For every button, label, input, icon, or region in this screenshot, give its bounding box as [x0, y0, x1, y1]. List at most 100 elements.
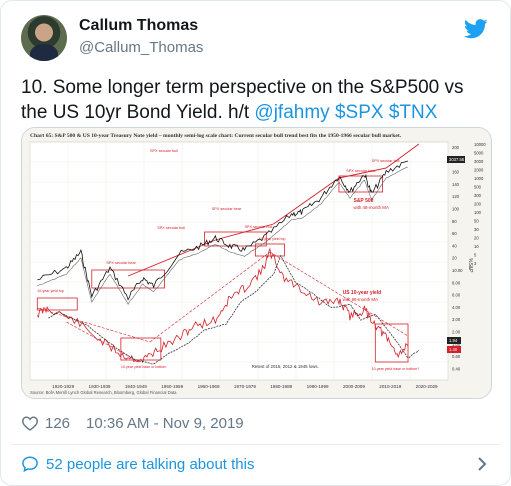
- tweet-text: 10. Some longer term perspective on the …: [21, 75, 491, 125]
- yield-tick-label: 140: [452, 182, 460, 187]
- annotation-label: SPX secular bull: [157, 226, 185, 230]
- trend-line: [149, 251, 271, 343]
- annotation-label: SPX secular bear: [106, 261, 136, 265]
- yield-tick-label: 4.00: [452, 305, 461, 310]
- like-count[interactable]: 126: [45, 414, 71, 432]
- spx-tick-label: 5000: [474, 151, 484, 156]
- divider: [11, 444, 500, 445]
- yield-last-badge: [447, 346, 461, 353]
- yield-top-label: 10-year yield top: [37, 289, 64, 293]
- yield-top-label: 10-year yield top: [259, 237, 286, 241]
- annotation-label: SPX secular bull: [372, 159, 400, 163]
- yield-tick-label: 10.00: [452, 268, 463, 273]
- yield-tick-label: 80: [452, 219, 457, 224]
- spx-tick-label: 300: [474, 193, 482, 198]
- tweet-body-text: 10. Some longer term perspective on the …: [21, 77, 464, 123]
- spx-tick-label: 3: [474, 261, 477, 266]
- annotation-box: [338, 175, 383, 193]
- trend-arrow: [385, 143, 420, 169]
- annotation-box: [91, 269, 165, 289]
- y-axis: 10000 5000 3000 2000 1000 500 300 200 100 50 30 20 1…: [447, 142, 486, 371]
- yield-last-badge: [447, 337, 461, 344]
- spx-tick-label: 200: [474, 202, 482, 207]
- annotation-box: [204, 231, 267, 247]
- mention-link[interactable]: @jfahmy: [254, 102, 330, 123]
- yield-tick-label: 0.60: [452, 354, 461, 359]
- heart-icon[interactable]: [21, 415, 39, 431]
- author-handle[interactable]: @Callum_Thomas: [79, 39, 204, 56]
- yield-tick-label: 120: [452, 194, 460, 199]
- x-tick-label: 2020-2029: [416, 384, 438, 389]
- spx-tick-label: 100: [474, 210, 482, 215]
- spx-tick-label: 1000: [474, 176, 484, 181]
- x-tick-label: 1970-1979: [234, 384, 256, 389]
- retest-note: Retest of 2016, 2012 & 1945 lows.: [252, 364, 319, 369]
- x-tick-label: 2010-2019: [379, 384, 401, 389]
- yield-tick-label: 6.00: [452, 293, 461, 298]
- yield-last-label: 1.40: [449, 347, 458, 352]
- chart-svg: Chart 65: S&P 500 & US 10-year Treasury …: [22, 128, 491, 398]
- chart-annotations: SPX secular bull SPX secular bear SPX secu…: [37, 149, 419, 371]
- tweet-media-chart[interactable]: Chart 65: S&P 500 & US 10-year Treasury …: [21, 127, 492, 399]
- annotation-box: [254, 243, 285, 257]
- spx-tick-label: 50: [474, 219, 479, 224]
- x-tick-label: 2000-2009: [343, 384, 365, 389]
- cashtag-spx-link[interactable]: $SPX: [334, 102, 384, 123]
- chart-grid: [29, 142, 449, 380]
- annotation-label: SPX secular bear: [346, 169, 376, 173]
- spx-tick-label: 30: [474, 227, 479, 232]
- yield-tick-label: 60: [452, 231, 457, 236]
- spx-series-line: [37, 160, 409, 301]
- yield-series-line: [36, 247, 409, 364]
- cashtag-tnx-link[interactable]: $TNX: [388, 102, 438, 123]
- chevron-right-icon[interactable]: [476, 456, 488, 472]
- yield-tick-label: 100: [452, 207, 460, 212]
- yield-bottom-label: 10-year yield base or bottom?: [372, 367, 420, 371]
- annotation-box: [36, 297, 78, 311]
- annotation-label: SPX secular bull: [150, 149, 178, 153]
- x-tick-label: 1980-1989: [270, 384, 292, 389]
- spx-tick-label: 10000: [474, 142, 486, 147]
- chart-title: Chart 65: S&P 500 & US 10-year Treasury …: [30, 133, 402, 139]
- yield-tick-label: 3.00: [452, 317, 461, 322]
- y-axis-label: %S&P: [467, 258, 473, 273]
- annotation-box: [374, 323, 409, 363]
- yield-tick-label: 1.00: [452, 342, 461, 347]
- yield-tick-label: 0.40: [452, 366, 461, 371]
- x-tick-label: 1990-1999: [307, 384, 329, 389]
- yield-tick-label: 20: [452, 256, 457, 261]
- chart-source: Source: BofA Merrill Lynch Global Resear…: [30, 390, 177, 395]
- spx-tick-label: 2000: [474, 168, 484, 173]
- spx-tick-label: 500: [474, 185, 482, 190]
- spx-series-label: S&P 500: [353, 198, 373, 204]
- avatar[interactable]: [21, 15, 67, 61]
- spx-tick-label: 3000: [474, 159, 484, 164]
- yield-tick-label: 40: [452, 243, 457, 248]
- spx-tick-label: 20: [474, 236, 479, 241]
- spx-series-sublabel: with 48-month MA: [353, 205, 388, 210]
- yield-tick-label: 200: [452, 145, 460, 150]
- tweet-meta: 126 10:36 AM - Nov 9, 2019: [21, 413, 244, 433]
- author-name[interactable]: Callum Thomas: [79, 17, 199, 34]
- conversation-link[interactable]: 52 people are talking about this: [21, 453, 254, 475]
- x-axis: 1920-1929 1930-1939 1940-1949 1950-1959 1960…: [52, 384, 438, 389]
- tweet-timestamp[interactable]: 10:36 AM - Nov 9, 2019: [86, 414, 244, 432]
- x-tick-label: 1930-1939: [89, 384, 111, 389]
- annotation-boxes: [36, 175, 409, 363]
- yield-tick-label: 8.00: [452, 280, 461, 285]
- spx-ma-line: [37, 166, 409, 305]
- spx-tick-label: 10: [474, 244, 479, 249]
- yield-series-sublabel: with 96-month MA: [343, 297, 378, 302]
- spx-last-label: 3037.56: [449, 157, 465, 162]
- annotation-label: SPX secular bull: [244, 225, 272, 229]
- spx-tick-label: 5: [474, 253, 477, 258]
- x-tick-label: 1950-1959: [161, 384, 183, 389]
- yield-ma-line: [48, 254, 420, 365]
- x-tick-label: 1940-1949: [125, 384, 147, 389]
- twitter-bird-icon[interactable]: [464, 19, 488, 39]
- speech-bubble-icon: [22, 456, 38, 473]
- yield-last-label: 1.94: [449, 338, 458, 343]
- yield-series-label: US 10-year yield: [343, 290, 382, 296]
- yield-tick-label: 2.00: [452, 330, 461, 335]
